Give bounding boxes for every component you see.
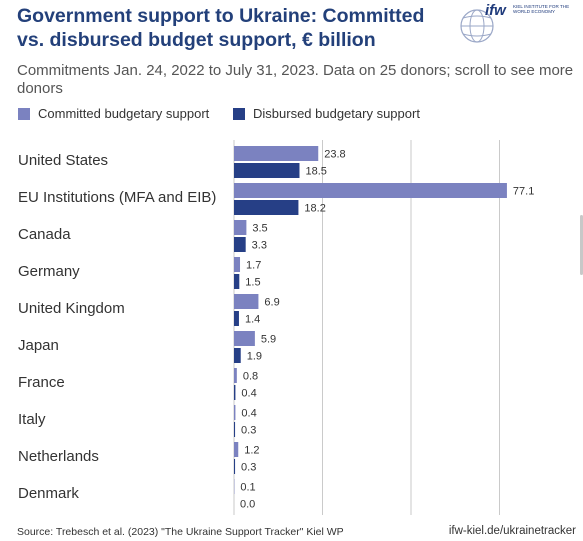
bar-committed <box>234 146 319 161</box>
bar-disbursed <box>234 311 239 326</box>
value-label: 1.7 <box>246 260 261 272</box>
value-label: 0.1 <box>240 482 255 494</box>
chart-title: Government support to Ukraine: Committed… <box>17 5 425 51</box>
ifw-logo[interactable]: ifw KIEL INSTITUTE FOR THE WORLD ECONOMY <box>455 2 570 44</box>
chart-subtitle: Commitments Jan. 24, 2022 to July 31, 20… <box>17 62 574 97</box>
category-label: United Kingdom <box>18 300 125 317</box>
category-label: Japan <box>18 337 59 354</box>
bar-committed <box>234 368 237 383</box>
bar-chart: United States 23.8 18.5 EU Institutions (MF… <box>18 140 534 515</box>
source-note: Source: Trebesch et al. (2023) "The Ukra… <box>17 526 344 538</box>
bar-committed <box>234 183 507 198</box>
bar-disbursed <box>234 422 236 437</box>
value-label: 6.9 <box>264 297 279 309</box>
bar-disbursed <box>234 385 236 400</box>
value-label: 1.9 <box>247 351 262 363</box>
category-label: Canada <box>18 226 71 243</box>
value-label: 1.5 <box>245 277 260 289</box>
legend-swatch-disbursed <box>233 108 245 120</box>
bar-disbursed <box>234 200 299 215</box>
value-label: 23.8 <box>324 149 345 161</box>
bar-committed <box>234 294 259 309</box>
value-label: 0.4 <box>241 408 256 420</box>
category-label: United States <box>18 152 108 169</box>
tracker-link[interactable]: ifw-kiel.de/ukrainetracker <box>448 525 576 537</box>
bar-committed <box>234 220 247 235</box>
value-label: 1.2 <box>244 445 259 457</box>
value-label: 0.3 <box>241 425 256 437</box>
value-label: 18.2 <box>304 203 325 215</box>
legend-label-committed: Committed budgetary support <box>38 106 210 121</box>
value-label: 3.3 <box>252 240 267 252</box>
legend-swatch-committed <box>18 108 30 120</box>
bar-disbursed <box>234 274 240 289</box>
bar-disbursed <box>234 459 236 474</box>
value-label: 18.5 <box>305 166 326 178</box>
value-label: 0.4 <box>241 388 256 400</box>
globe-icon <box>460 9 494 43</box>
value-label: 3.5 <box>252 223 267 235</box>
value-label: 5.9 <box>261 334 276 346</box>
category-label: Germany <box>18 263 80 280</box>
scrollbar[interactable] <box>580 215 583 275</box>
bar-disbursed <box>234 348 241 363</box>
bar-disbursed <box>234 163 300 178</box>
legend-label-disbursed: Disbursed budgetary support <box>253 106 420 121</box>
value-label: 0.0 <box>240 499 255 511</box>
bar-committed <box>234 405 236 420</box>
category-label: Italy <box>18 411 46 428</box>
category-label: France <box>18 374 65 391</box>
bar-committed <box>234 442 239 457</box>
category-label: Denmark <box>18 485 79 502</box>
bar-disbursed <box>234 237 246 252</box>
bar-committed <box>234 257 241 272</box>
value-label: 1.4 <box>245 314 260 326</box>
value-label: 0.8 <box>243 371 258 383</box>
value-label: 0.3 <box>241 462 256 474</box>
bar-committed <box>234 331 255 346</box>
value-label: 77.1 <box>513 186 534 198</box>
category-label: Netherlands <box>18 448 99 465</box>
logo-wordmark: ifw <box>485 2 506 19</box>
logo-tagline: KIEL INSTITUTE FOR THE WORLD ECONOMY <box>513 4 570 14</box>
category-label: EU Institutions (MFA and EIB) <box>18 189 216 206</box>
